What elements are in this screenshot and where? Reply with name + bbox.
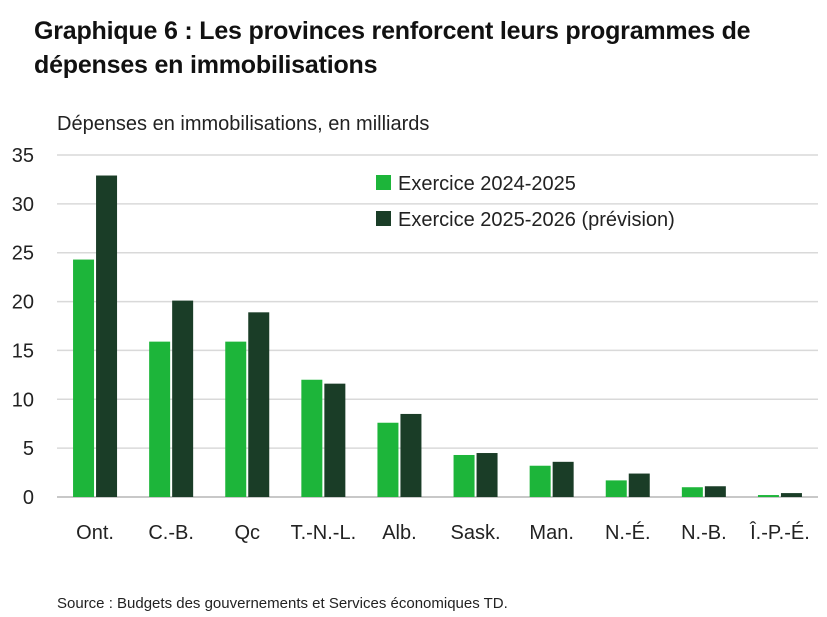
bar: [605, 480, 627, 497]
bar: [400, 413, 422, 497]
y-tick-label: 30: [12, 194, 34, 216]
x-tick-label: Ont.: [76, 522, 114, 544]
y-tick-label: 5: [23, 438, 34, 460]
bar: [476, 453, 498, 497]
x-tick-label: Alb.: [382, 522, 416, 544]
bar: [529, 465, 551, 497]
legend-label: Exercice 2024-2025: [398, 173, 576, 195]
bar: [73, 259, 95, 497]
gridlines: [57, 154, 818, 498]
bar: [248, 312, 270, 497]
x-tick-label: C.-B.: [148, 522, 194, 544]
x-tick-label: N.-É.: [605, 521, 651, 544]
bars: [73, 175, 802, 497]
legend-label: Exercice 2025-2026 (prévision): [398, 209, 675, 231]
x-tick-label: Î.-P.-É.: [749, 521, 810, 544]
bar: [377, 422, 399, 497]
y-tick-label: 25: [12, 243, 34, 265]
bar: [757, 495, 779, 497]
bar: [453, 454, 475, 497]
bar: [172, 300, 194, 497]
x-tick-label: Qc: [234, 522, 260, 544]
x-tick-label: T.-N.-L.: [291, 522, 357, 544]
bar: [552, 461, 574, 497]
bar: [780, 493, 802, 497]
bar: [149, 341, 171, 497]
legend-swatch: [376, 175, 391, 190]
bar: [96, 175, 118, 497]
y-tick-label: 35: [12, 145, 34, 167]
bar: [225, 341, 247, 497]
y-axis-ticks: 0 5 10 15 20 25 30 35: [12, 145, 34, 509]
y-tick-label: 0: [23, 487, 34, 509]
bar: [301, 379, 323, 497]
bar: [704, 486, 726, 497]
x-tick-label: Man.: [529, 522, 573, 544]
y-tick-label: 20: [12, 292, 34, 314]
y-tick-label: 10: [12, 389, 34, 411]
legend: Exercice 2024-2025 Exercice 2025-2026 (pr…: [376, 173, 675, 231]
y-axis-label: Dépenses en immobilisations, en milliard…: [57, 113, 430, 135]
y-tick-label: 15: [12, 340, 34, 362]
x-tick-label: N.-B.: [681, 522, 727, 544]
chart-title: Graphique 6 : Les provinces renforcent l…: [34, 17, 751, 79]
bar: [681, 487, 703, 497]
source-note: Source : Budgets des gouvernements et Se…: [57, 595, 508, 612]
bar: [628, 473, 650, 497]
x-axis-ticks: Ont. C.-B. Qc T.-N.-L. Alb. Sask. Man. N.-É. N.-…: [76, 521, 810, 544]
x-tick-label: Sask.: [451, 522, 501, 544]
bar: [324, 383, 346, 497]
legend-swatch: [376, 211, 391, 226]
